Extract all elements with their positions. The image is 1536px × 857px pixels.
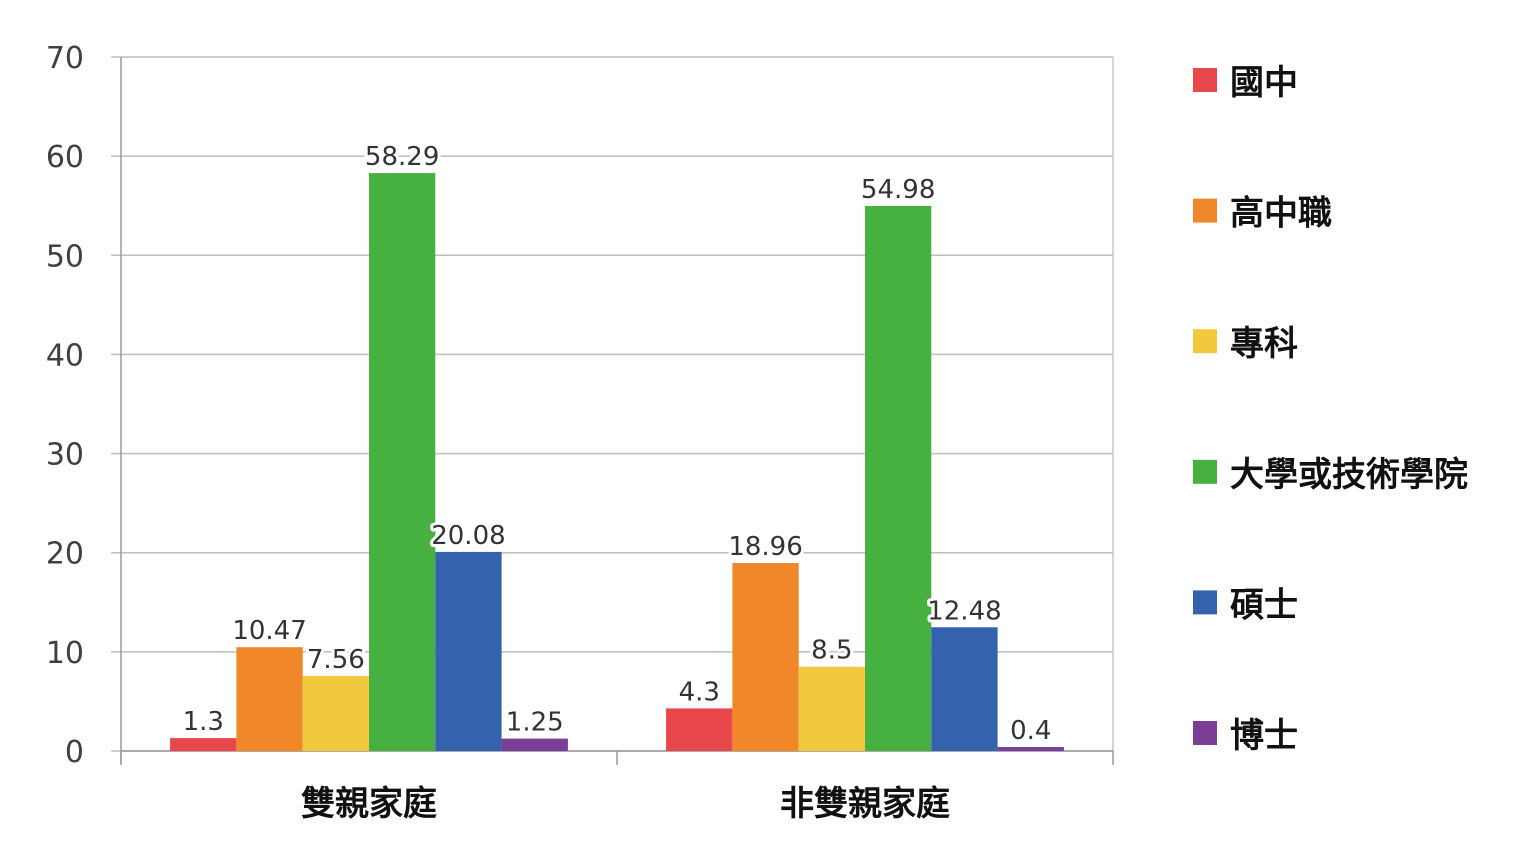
data-label: 10.47 <box>232 616 306 646</box>
legend-swatch <box>1193 590 1217 615</box>
data-label: 1.25 <box>506 708 564 738</box>
data-label-halo: 1.25 <box>506 708 564 738</box>
legend-label: 高中職 <box>1230 194 1332 234</box>
data-label: 8.5 <box>811 636 852 666</box>
data-label-halo: 20.08 <box>431 521 505 551</box>
data-label: 54.98 <box>861 175 935 205</box>
legend-label: 博士 <box>1230 716 1298 756</box>
data-label: 7.56 <box>307 645 365 675</box>
bar <box>501 738 568 751</box>
data-label: 20.08 <box>431 521 505 551</box>
legend-swatch <box>1193 459 1217 484</box>
y-tick-label: 30 <box>46 438 84 473</box>
bar <box>236 647 303 751</box>
bar <box>865 205 932 751</box>
y-tick-label: 50 <box>46 239 84 274</box>
x-category-label: 非雙親家庭 <box>780 784 950 824</box>
data-labels: 1.31.310.4710.477.567.5658.2958.2920.082… <box>180 139 1055 749</box>
bar <box>931 627 998 751</box>
data-label-halo: 12.48 <box>927 596 1001 626</box>
data-label: 4.3 <box>679 677 720 707</box>
y-tick-label: 0 <box>65 735 84 770</box>
data-label: 12.48 <box>927 596 1001 626</box>
data-label-halo: 58.29 <box>365 142 439 172</box>
legend-swatch <box>1193 198 1217 223</box>
data-label: 18.96 <box>728 532 802 562</box>
bar <box>435 551 502 751</box>
bar <box>798 666 865 751</box>
x-category-label: 雙親家庭 <box>301 784 437 824</box>
data-label: 58.29 <box>365 142 439 172</box>
data-label-halo: 18.96 <box>728 532 802 562</box>
axes: 0 10 20 30 40 50 60 70 雙親家庭 非雙親家庭 <box>46 41 1114 824</box>
bar <box>302 676 369 751</box>
data-label-halo: 4.3 <box>679 677 720 707</box>
legend-label: 大學或技術學院 <box>1230 455 1468 495</box>
bar <box>170 738 237 751</box>
data-label-halo: 54.98 <box>861 175 935 205</box>
bars <box>170 173 1064 751</box>
bar <box>997 747 1064 751</box>
legend-label: 國中 <box>1230 63 1298 103</box>
data-label: 0.4 <box>1010 716 1051 746</box>
legend-label: 專科 <box>1230 324 1298 364</box>
data-label: 1.3 <box>183 707 224 737</box>
legend-swatch <box>1193 329 1217 354</box>
data-label-halo: 1.3 <box>183 707 224 737</box>
bar <box>732 563 799 751</box>
y-tick-label: 60 <box>46 140 84 175</box>
y-tick-label: 10 <box>46 636 84 671</box>
y-tick-label: 40 <box>46 338 84 373</box>
bar <box>369 173 436 751</box>
legend-swatch <box>1193 68 1217 92</box>
data-label-halo: 0.4 <box>1010 716 1051 746</box>
data-label-halo: 7.56 <box>307 645 365 675</box>
y-tick-label: 70 <box>46 41 84 76</box>
bar <box>666 708 733 751</box>
data-label-halo: 10.47 <box>232 616 306 646</box>
y-tick-label: 20 <box>46 537 84 572</box>
data-label-halo: 8.5 <box>811 636 852 666</box>
legend-label: 碩士 <box>1230 585 1298 625</box>
legend-swatch <box>1193 721 1217 745</box>
